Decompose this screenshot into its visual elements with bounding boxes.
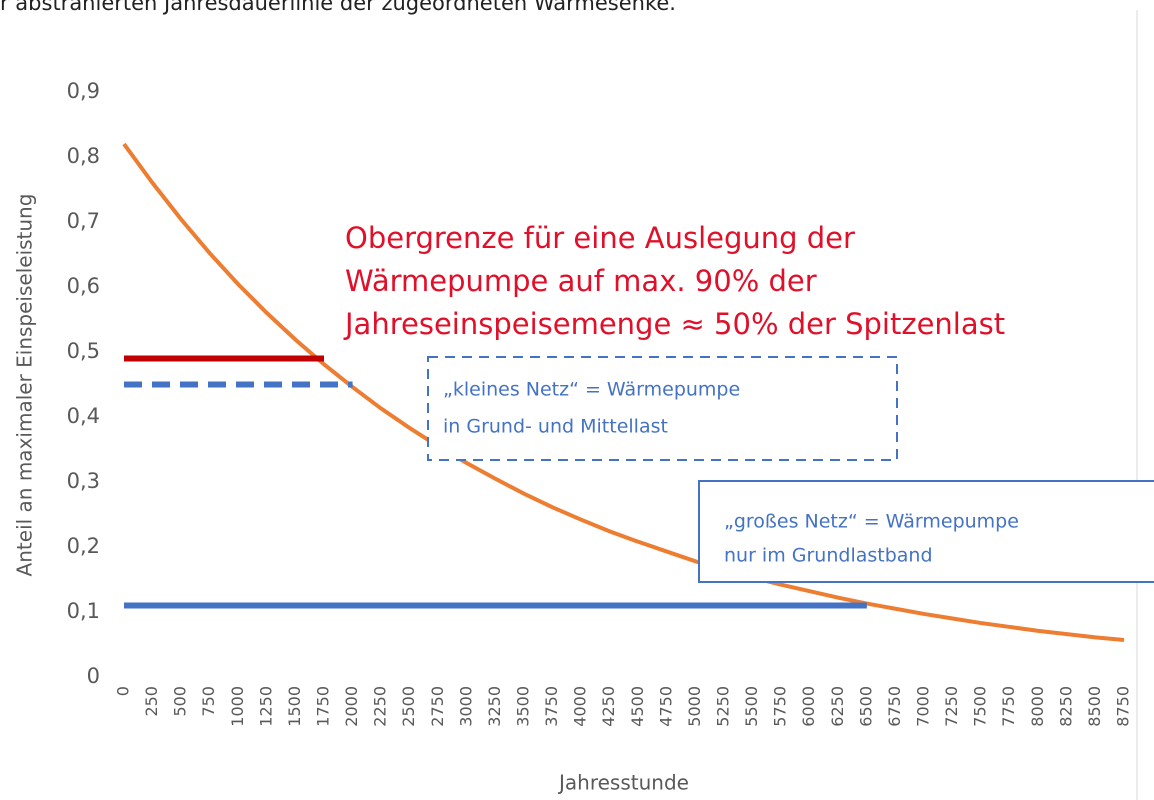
x-tick-label: 5750 <box>771 686 790 727</box>
annotation-box <box>698 480 1154 583</box>
x-tick-label: 5500 <box>742 686 761 727</box>
caption: r abstrahierten Jahresdauerlinie der zug… <box>0 0 676 15</box>
x-tick-label: 6750 <box>885 686 904 727</box>
x-tick-label: 4750 <box>656 686 675 727</box>
y-tick-label: 0,6 <box>67 274 100 298</box>
x-tick-label: 7500 <box>971 686 990 727</box>
y-tick-label: 0,1 <box>67 599 100 623</box>
annotation-text: „großes Netz“ = Wärmepumpe <box>724 511 1019 533</box>
y-axis-label: Anteil an maximaler Einspeiseleistung <box>13 194 37 577</box>
x-tick-label: 250 <box>142 686 161 717</box>
annotation-text: Wärmepumpe auf max. 90% der <box>345 264 817 298</box>
x-tick-label: 2500 <box>399 686 418 727</box>
x-tick-label: 1750 <box>314 686 333 727</box>
x-tick-label: 6250 <box>828 686 847 727</box>
y-tick-label: 0,9 <box>67 79 100 103</box>
annotation-box <box>427 356 898 461</box>
x-tick-label: 5000 <box>685 686 704 727</box>
x-tick-label: 8250 <box>1056 686 1075 727</box>
x-tick-label: 750 <box>199 686 218 717</box>
x-tick-label: 2000 <box>342 686 361 727</box>
annotation-text: Jahreseinspeisemenge ≈ 50% der Spitzenla… <box>343 307 1005 341</box>
x-tick-label: 5250 <box>714 686 733 727</box>
annotation-text: in Grund- und Mittellast <box>443 416 668 438</box>
x-tick-label: 3000 <box>456 686 475 727</box>
annotation-text: nur im Grundlastband <box>724 545 933 567</box>
y-tick-label: 0 <box>87 664 100 688</box>
x-tick-label: 4500 <box>628 686 647 727</box>
y-tick-label: 0,2 <box>67 534 100 558</box>
x-tick-label: 8500 <box>1085 686 1104 727</box>
x-tick-label: 0 <box>114 686 133 696</box>
y-tick-label: 0,4 <box>67 404 100 428</box>
x-tick-label: 1500 <box>285 686 304 727</box>
x-tick-label: 1000 <box>228 686 247 727</box>
x-tick-label: 3250 <box>485 686 504 727</box>
x-tick-label: 6500 <box>856 686 875 727</box>
y-tick-label: 0,8 <box>67 144 100 168</box>
x-tick-label: 4000 <box>571 686 590 727</box>
x-axis-label: Jahresstunde <box>557 771 689 795</box>
x-tick-label: 1250 <box>256 686 275 727</box>
x-tick-label: 4250 <box>599 686 618 727</box>
x-tick-label: 8750 <box>1114 686 1133 727</box>
x-tick-label: 7250 <box>942 686 961 727</box>
x-tick-label: 2750 <box>428 686 447 727</box>
annotation-text: „kleines Netz“ = Wärmepumpe <box>443 379 740 401</box>
x-tick-label: 7000 <box>914 686 933 727</box>
y-tick-label: 0,7 <box>67 209 100 233</box>
annotation-text: Obergrenze für eine Auslegung der <box>345 221 855 255</box>
y-tick-label: 0,5 <box>67 339 100 363</box>
x-tick-label: 6000 <box>799 686 818 727</box>
x-tick-label: 3750 <box>542 686 561 727</box>
x-tick-label: 2250 <box>371 686 390 727</box>
x-tick-label: 3500 <box>514 686 533 727</box>
y-tick-label: 0,3 <box>67 469 100 493</box>
x-tick-label: 8000 <box>1028 686 1047 727</box>
x-tick-label: 7750 <box>999 686 1018 727</box>
data-line <box>122 142 1125 642</box>
x-tick-label: 500 <box>171 686 190 717</box>
